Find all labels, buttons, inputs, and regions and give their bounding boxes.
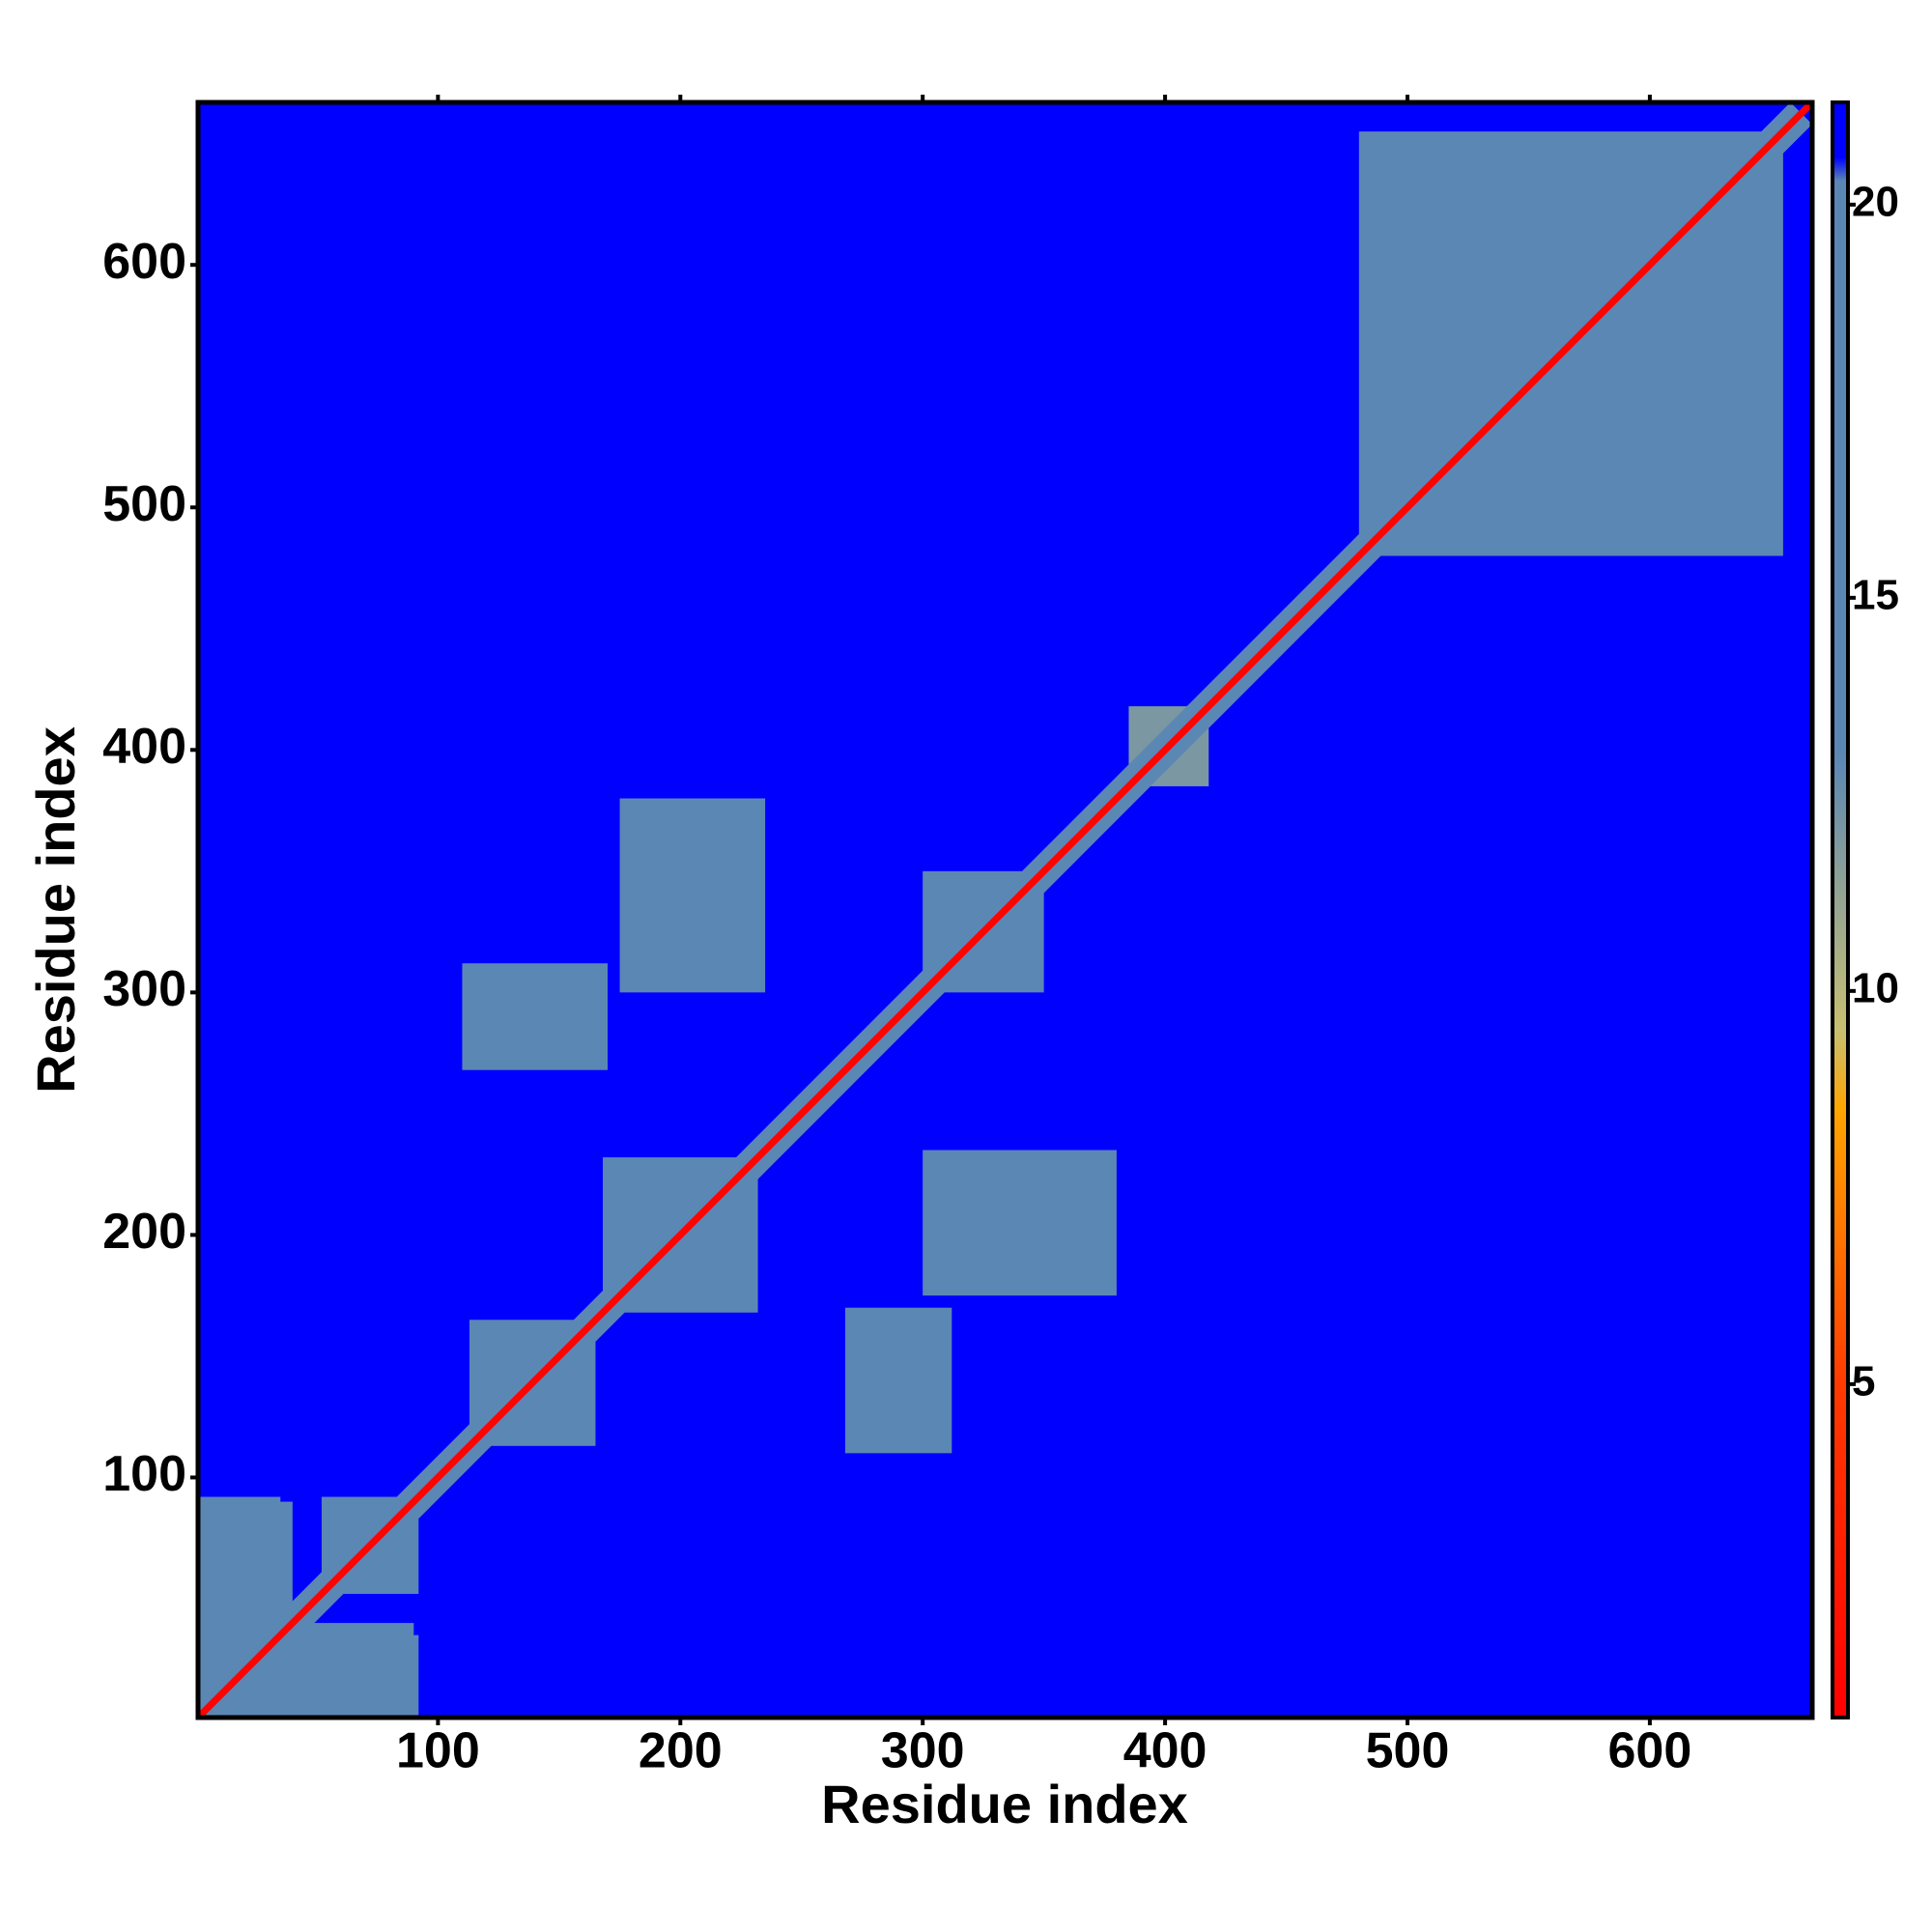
colorbar [1831, 100, 1850, 1719]
colorbar-tick-label: 15 [1852, 571, 1899, 618]
colorbar-tick-label: 10 [1852, 964, 1899, 1011]
x-tick-label: 200 [639, 1723, 723, 1779]
plot-frame [195, 99, 1815, 1720]
heat-block [462, 963, 609, 1070]
y-tick-label: 400 [102, 719, 186, 775]
diagonal-band [198, 102, 1812, 1718]
y-tick-label: 300 [102, 961, 186, 1017]
heat-block [923, 1150, 1117, 1296]
y-tick-label: 500 [102, 476, 186, 532]
heat-block [316, 1634, 419, 1718]
y-axis-title: Residue index [25, 726, 86, 1094]
heatmap [198, 102, 1812, 1718]
x-axis-title: Residue index [821, 1774, 1188, 1834]
x-tick-label: 500 [1366, 1723, 1450, 1779]
y-tick-label: 200 [102, 1204, 186, 1260]
y-tick-label: 100 [102, 1446, 186, 1502]
x-tick-label: 600 [1608, 1723, 1692, 1779]
colorbar-tick-label: 20 [1852, 178, 1899, 225]
x-tick-label: 400 [1123, 1723, 1208, 1779]
colorbar-tick-label: 5 [1852, 1357, 1875, 1405]
heat-block [844, 1307, 952, 1454]
y-tick-label: 600 [102, 234, 186, 290]
heat-block [619, 798, 766, 993]
x-tick-label: 300 [881, 1723, 965, 1779]
heat-block [198, 1496, 281, 1599]
x-tick-label: 100 [396, 1723, 480, 1779]
